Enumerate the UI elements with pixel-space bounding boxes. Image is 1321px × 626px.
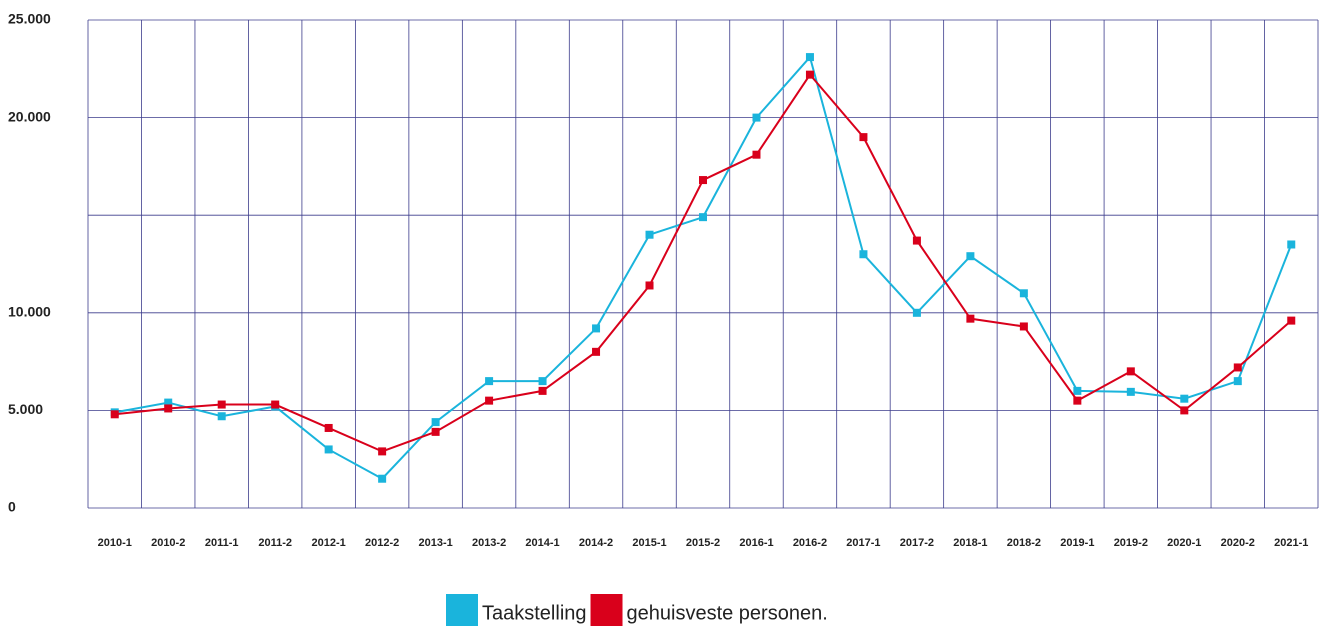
x-tick-label: 2011-1	[205, 537, 239, 549]
x-tick-label: 2010-2	[151, 537, 185, 549]
x-tick-label: 2014-1	[525, 537, 559, 549]
point	[378, 447, 387, 456]
point	[859, 133, 868, 142]
point	[1233, 377, 1242, 386]
point	[1073, 396, 1082, 405]
point	[485, 396, 494, 405]
x-tick-label: 2015-2	[686, 537, 720, 549]
point	[217, 400, 226, 409]
x-tick-label: 2020-2	[1221, 537, 1255, 549]
x-tick-label: 2016-1	[739, 537, 773, 549]
point	[699, 176, 707, 185]
point	[538, 386, 547, 395]
point	[1073, 386, 1082, 395]
point	[592, 324, 601, 333]
point	[859, 250, 868, 259]
point	[966, 314, 975, 323]
series-line	[114, 73, 1292, 453]
point	[164, 398, 173, 407]
point	[645, 230, 654, 239]
y-tick-label: 5.000	[8, 401, 43, 417]
point	[164, 404, 173, 413]
x-tick-label: 2020-1	[1167, 537, 1201, 549]
point	[1126, 367, 1135, 376]
point	[378, 474, 387, 483]
y-tick-label: 20.000	[8, 108, 51, 124]
point	[1233, 363, 1242, 372]
point	[485, 377, 494, 386]
point	[1019, 322, 1028, 331]
y-tick-label: 10.000	[8, 304, 51, 320]
point	[645, 281, 654, 290]
point	[1126, 387, 1135, 396]
point	[1180, 394, 1189, 403]
x-tick-label: 2014-2	[579, 537, 613, 549]
point	[431, 418, 440, 427]
point	[110, 410, 119, 419]
point	[538, 377, 547, 386]
x-tick-label: 2017-1	[846, 537, 880, 549]
legend-label: Taakstelling	[482, 602, 587, 624]
x-tick-label: 2013-2	[472, 537, 506, 549]
legend-swatch	[446, 594, 478, 626]
point	[1019, 289, 1028, 298]
x-tick-label: 2017-2	[900, 537, 934, 549]
x-tick-label: 2018-2	[1007, 537, 1041, 549]
point	[912, 308, 921, 317]
legend-label: gehuisveste personen.	[627, 602, 828, 624]
point	[324, 423, 333, 432]
x-tick-label: 2018-1	[953, 537, 987, 549]
point	[324, 445, 333, 454]
x-tick-label: 2021-1	[1274, 537, 1308, 549]
y-tick-label: 25.000	[8, 11, 51, 27]
x-tick-label: 2019-2	[1114, 537, 1148, 549]
point	[805, 70, 814, 79]
x-tick-label: 2012-2	[365, 537, 399, 549]
legend-swatch	[590, 594, 623, 626]
point	[752, 150, 761, 159]
x-tick-label: 2013-1	[418, 537, 452, 549]
point	[966, 252, 975, 261]
x-tick-label: 2011-2	[258, 537, 292, 549]
point	[1287, 240, 1296, 249]
x-tick-label: 2015-1	[632, 537, 666, 549]
point	[431, 427, 440, 436]
point	[217, 412, 226, 421]
x-tick-label: 2012-1	[312, 537, 346, 549]
point	[752, 113, 761, 122]
point	[699, 213, 707, 222]
point	[805, 53, 814, 62]
point	[1180, 406, 1189, 415]
point	[912, 236, 921, 245]
x-tick-label: 2016-2	[793, 537, 827, 549]
series-line	[114, 55, 1293, 480]
x-tick-label: 2019-1	[1060, 537, 1094, 549]
point	[1287, 316, 1296, 325]
point	[271, 400, 280, 409]
y-tick-label: 0	[8, 499, 16, 515]
point	[592, 347, 601, 356]
x-tick-label: 2010-1	[98, 537, 132, 549]
